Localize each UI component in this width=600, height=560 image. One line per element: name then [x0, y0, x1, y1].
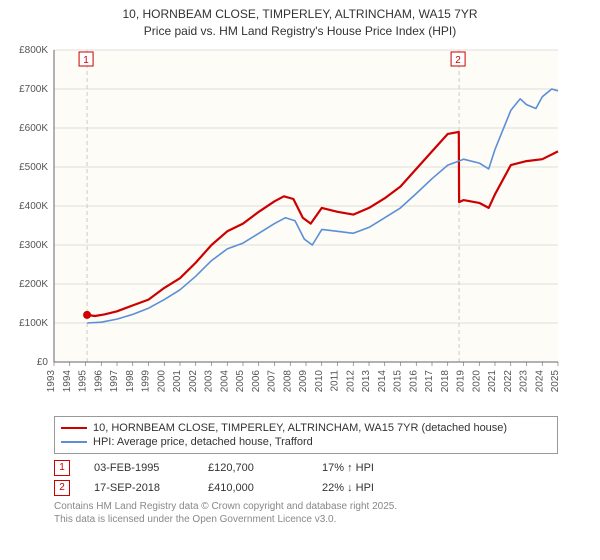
legend-label: 10, HORNBEAM CLOSE, TIMPERLEY, ALTRINCHA…: [93, 422, 507, 434]
svg-text:1999: 1999: [141, 369, 152, 392]
svg-text:2006: 2006: [251, 369, 262, 392]
marker-delta: 22% ↓ HPI: [322, 482, 412, 494]
svg-text:2005: 2005: [235, 369, 246, 392]
svg-text:2007: 2007: [267, 369, 278, 392]
marker-delta: 17% ↑ HPI: [322, 462, 412, 474]
marker-date: 17-SEP-2018: [94, 482, 184, 494]
legend: 10, HORNBEAM CLOSE, TIMPERLEY, ALTRINCHA…: [54, 416, 558, 454]
svg-text:2014: 2014: [377, 369, 388, 392]
marker-price: £120,700: [208, 462, 298, 474]
svg-text:2012: 2012: [345, 369, 356, 392]
svg-text:2011: 2011: [330, 369, 341, 391]
svg-text:£200K: £200K: [19, 279, 48, 290]
marker-badge: 1: [54, 460, 70, 476]
svg-text:2000: 2000: [156, 369, 167, 392]
svg-text:1: 1: [83, 55, 89, 66]
event-markers: 1 03-FEB-1995 £120,700 17% ↑ HPI 2 17-SE…: [54, 458, 558, 498]
svg-text:2019: 2019: [456, 369, 467, 392]
svg-text:1997: 1997: [109, 369, 120, 392]
svg-text:£300K: £300K: [19, 240, 48, 251]
title-line-1: 10, HORNBEAM CLOSE, TIMPERLEY, ALTRINCHA…: [8, 6, 592, 23]
svg-text:£500K: £500K: [19, 162, 48, 173]
svg-text:2002: 2002: [188, 369, 199, 392]
svg-text:2023: 2023: [519, 369, 530, 392]
title-line-2: Price paid vs. HM Land Registry's House …: [8, 23, 592, 40]
svg-text:2018: 2018: [440, 369, 451, 392]
svg-text:2017: 2017: [424, 369, 435, 392]
svg-text:2016: 2016: [408, 369, 419, 392]
svg-text:1995: 1995: [78, 369, 89, 392]
svg-text:2008: 2008: [282, 369, 293, 392]
footer-line-2: This data is licensed under the Open Gov…: [54, 513, 558, 526]
legend-label: HPI: Average price, detached house, Traf…: [93, 436, 313, 448]
svg-text:£800K: £800K: [19, 45, 48, 56]
svg-text:2013: 2013: [361, 369, 372, 392]
footer-line-1: Contains HM Land Registry data © Crown c…: [54, 500, 558, 513]
marker-row: 1 03-FEB-1995 £120,700 17% ↑ HPI: [54, 458, 558, 478]
svg-text:2003: 2003: [204, 369, 215, 392]
svg-text:2009: 2009: [298, 369, 309, 392]
marker-price: £410,000: [208, 482, 298, 494]
marker-badge: 2: [54, 480, 70, 496]
svg-text:1993: 1993: [46, 369, 57, 392]
svg-text:£400K: £400K: [19, 201, 48, 212]
chart-title: 10, HORNBEAM CLOSE, TIMPERLEY, ALTRINCHA…: [0, 0, 600, 42]
svg-text:1996: 1996: [93, 369, 104, 392]
svg-text:2024: 2024: [534, 369, 545, 392]
svg-text:2020: 2020: [471, 369, 482, 392]
svg-text:£700K: £700K: [19, 84, 48, 95]
svg-text:2010: 2010: [314, 369, 325, 392]
svg-text:2025: 2025: [550, 369, 561, 392]
legend-swatch: [61, 441, 87, 443]
svg-text:2021: 2021: [487, 369, 498, 392]
svg-text:1994: 1994: [62, 369, 73, 392]
marker-row: 2 17-SEP-2018 £410,000 22% ↓ HPI: [54, 478, 558, 498]
svg-text:£100K: £100K: [19, 318, 48, 329]
legend-swatch: [61, 427, 87, 429]
footer: Contains HM Land Registry data © Crown c…: [54, 500, 558, 526]
svg-text:2015: 2015: [393, 369, 404, 392]
price-chart: £0 £100K £200K £300K £400K £500K £600K £700K £80…: [0, 42, 600, 412]
svg-text:£600K: £600K: [19, 123, 48, 134]
legend-item-price-paid: 10, HORNBEAM CLOSE, TIMPERLEY, ALTRINCHA…: [61, 421, 551, 435]
svg-text:£0: £0: [37, 357, 49, 368]
chart-svg: £0 £100K £200K £300K £400K £500K £600K £700K £80…: [0, 42, 600, 412]
marker-date: 03-FEB-1995: [94, 462, 184, 474]
legend-item-hpi: HPI: Average price, detached house, Traf…: [61, 435, 551, 449]
svg-text:1998: 1998: [125, 369, 136, 392]
svg-text:2001: 2001: [172, 369, 183, 392]
svg-text:2: 2: [455, 55, 461, 66]
svg-text:2004: 2004: [219, 369, 230, 392]
svg-text:2022: 2022: [503, 369, 514, 392]
